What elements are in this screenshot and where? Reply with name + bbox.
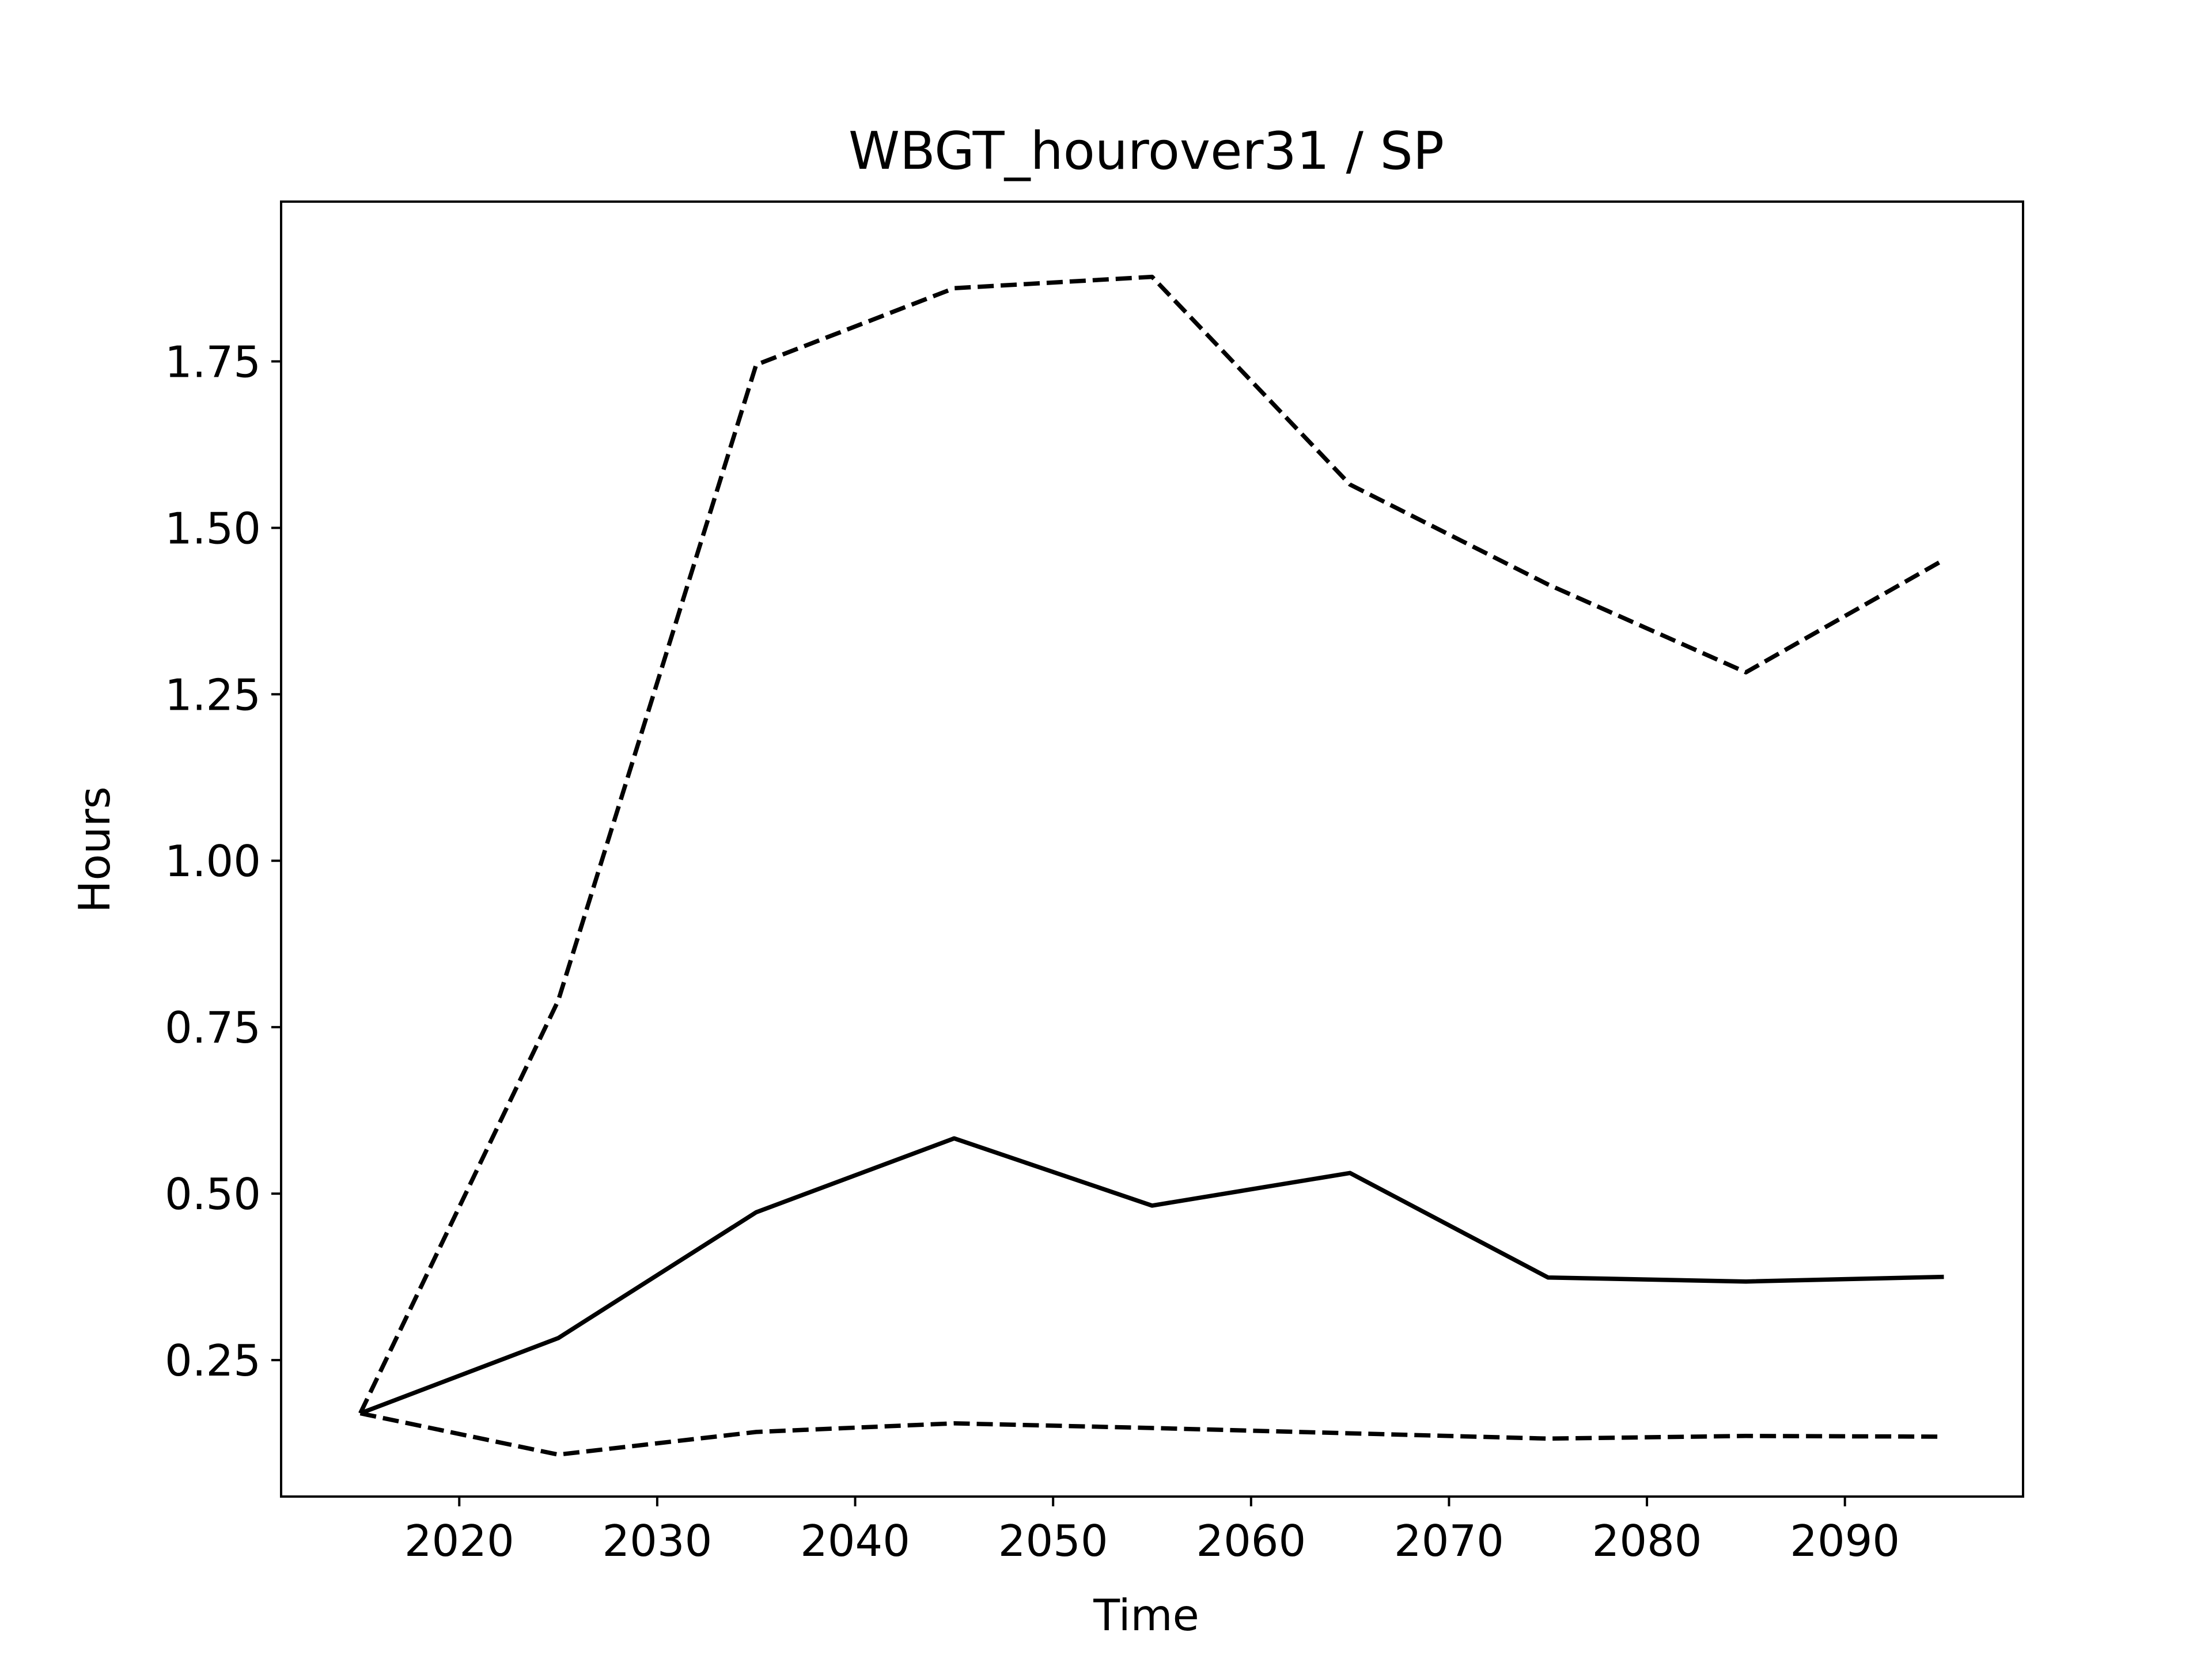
x-tick-label: 2040: [800, 1516, 910, 1566]
y-axis-ticks: 0.25 0.50 0.75 1.00 1.25 1.50 1.75: [165, 336, 281, 1386]
x-tick-label: 2050: [998, 1516, 1108, 1566]
x-tick-label: 2060: [1196, 1516, 1306, 1566]
series-line-3: [359, 1411, 1944, 1457]
series-layer: [358, 274, 1945, 1457]
x-tick-label: 2020: [404, 1516, 514, 1566]
y-tick-label: 1.50: [165, 503, 261, 554]
x-tick-label: 2070: [1394, 1516, 1504, 1566]
series-line-2: [358, 274, 1945, 1415]
y-tick-label: 0.50: [165, 1169, 261, 1219]
x-axis-ticks: 2020 2030 2040 2050 2060 2070 2080 2090: [404, 1497, 1900, 1566]
series-line-1: [359, 1136, 1944, 1416]
x-axis-label: Time: [1093, 1590, 1199, 1641]
plot-frame: [280, 200, 2024, 1498]
y-tick-label: 1.00: [165, 836, 261, 887]
y-tick-label: 0.25: [165, 1335, 261, 1386]
x-tick-label: 2030: [602, 1516, 712, 1566]
y-axis-label: Hours: [69, 786, 120, 913]
chart-title: WBGT_hourover31 / SP: [849, 121, 1444, 181]
y-tick-label: 1.25: [165, 669, 261, 720]
x-tick-label: 2080: [1592, 1516, 1702, 1566]
y-tick-label: 0.75: [165, 1002, 261, 1053]
x-tick-label: 2090: [1790, 1516, 1900, 1566]
y-tick-label: 1.75: [165, 336, 261, 387]
